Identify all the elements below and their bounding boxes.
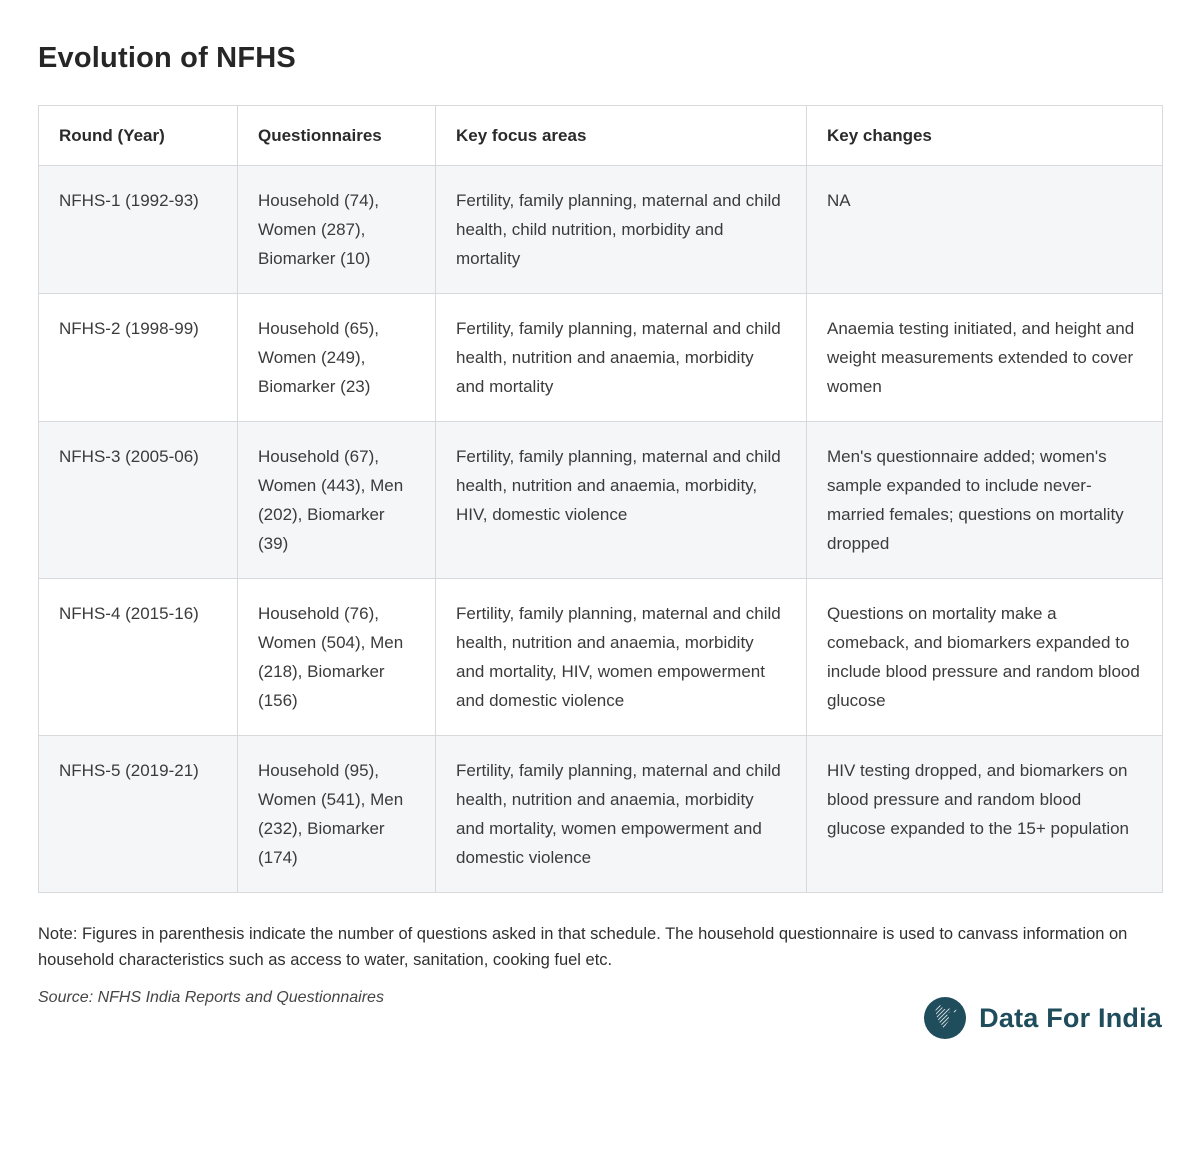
footer: Source: NFHS India Reports and Questionn… <box>38 987 1162 1039</box>
table-row-nfhs-3: NFHS-3 (2005-06) Household (67), Women (… <box>38 421 1163 579</box>
header-round-year: Round (Year) <box>38 105 238 166</box>
table-header: Round (Year) Questionnaires Key focus ar… <box>38 105 1163 166</box>
brand-name: Data For India <box>979 1002 1162 1033</box>
cell-round: NFHS-2 (1998-99) <box>38 293 238 422</box>
cell-key-changes: NA <box>806 165 1163 294</box>
data-for-india-logo: Data For India <box>924 997 1162 1039</box>
footnote: Note: Figures in parenthesis indicate th… <box>38 925 1128 969</box>
page-title: Evolution of NFHS <box>38 42 296 74</box>
cell-questionnaires: Household (95), Women (541), Men (232), … <box>237 735 436 893</box>
header-key-changes: Key changes <box>806 105 1163 166</box>
nfhs-evolution-table: Round (Year) Questionnaires Key focus ar… <box>38 105 1163 893</box>
cell-questionnaires: Household (65), Women (249), Biomarker (… <box>237 293 436 422</box>
cell-focus-areas: Fertility, family planning, maternal and… <box>435 293 807 422</box>
header-row: Round (Year) Questionnaires Key focus ar… <box>38 105 1163 166</box>
cell-focus-areas: Fertility, family planning, maternal and… <box>435 421 807 579</box>
india-map-icon <box>924 997 967 1039</box>
cell-round: NFHS-1 (1992-93) <box>38 165 238 294</box>
cell-key-changes: Anaemia testing initiated, and height an… <box>806 293 1163 422</box>
cell-questionnaires: Household (76), Women (504), Men (218), … <box>237 578 436 736</box>
cell-round: NFHS-4 (2015-16) <box>38 578 238 736</box>
cell-key-changes: HIV testing dropped, and biomarkers on b… <box>806 735 1163 893</box>
header-key-focus-areas: Key focus areas <box>435 105 807 166</box>
table-row-nfhs-1: NFHS-1 (1992-93) Household (74), Women (… <box>38 165 1163 294</box>
header-questionnaires: Questionnaires <box>237 105 436 166</box>
table-row-nfhs-4: NFHS-4 (2015-16) Household (76), Women (… <box>38 578 1163 736</box>
table-body: NFHS-1 (1992-93) Household (74), Women (… <box>38 165 1163 893</box>
cell-round: NFHS-3 (2005-06) <box>38 421 238 579</box>
table-row-nfhs-5: NFHS-5 (2019-21) Household (95), Women (… <box>38 735 1163 893</box>
cell-focus-areas: Fertility, family planning, maternal and… <box>435 578 807 736</box>
table-row-nfhs-2: NFHS-2 (1998-99) Household (65), Women (… <box>38 293 1163 422</box>
cell-questionnaires: Household (74), Women (287), Biomarker (… <box>237 165 436 294</box>
source-text: Source: NFHS India Reports and Questionn… <box>38 989 384 1006</box>
cell-round: NFHS-5 (2019-21) <box>38 735 238 893</box>
cell-questionnaires: Household (67), Women (443), Men (202), … <box>237 421 436 579</box>
cell-key-changes: Men's questionnaire added; women's sampl… <box>806 421 1163 579</box>
cell-focus-areas: Fertility, family planning, maternal and… <box>435 735 807 893</box>
cell-focus-areas: Fertility, family planning, maternal and… <box>435 165 807 294</box>
cell-key-changes: Questions on mortality make a comeback, … <box>806 578 1163 736</box>
